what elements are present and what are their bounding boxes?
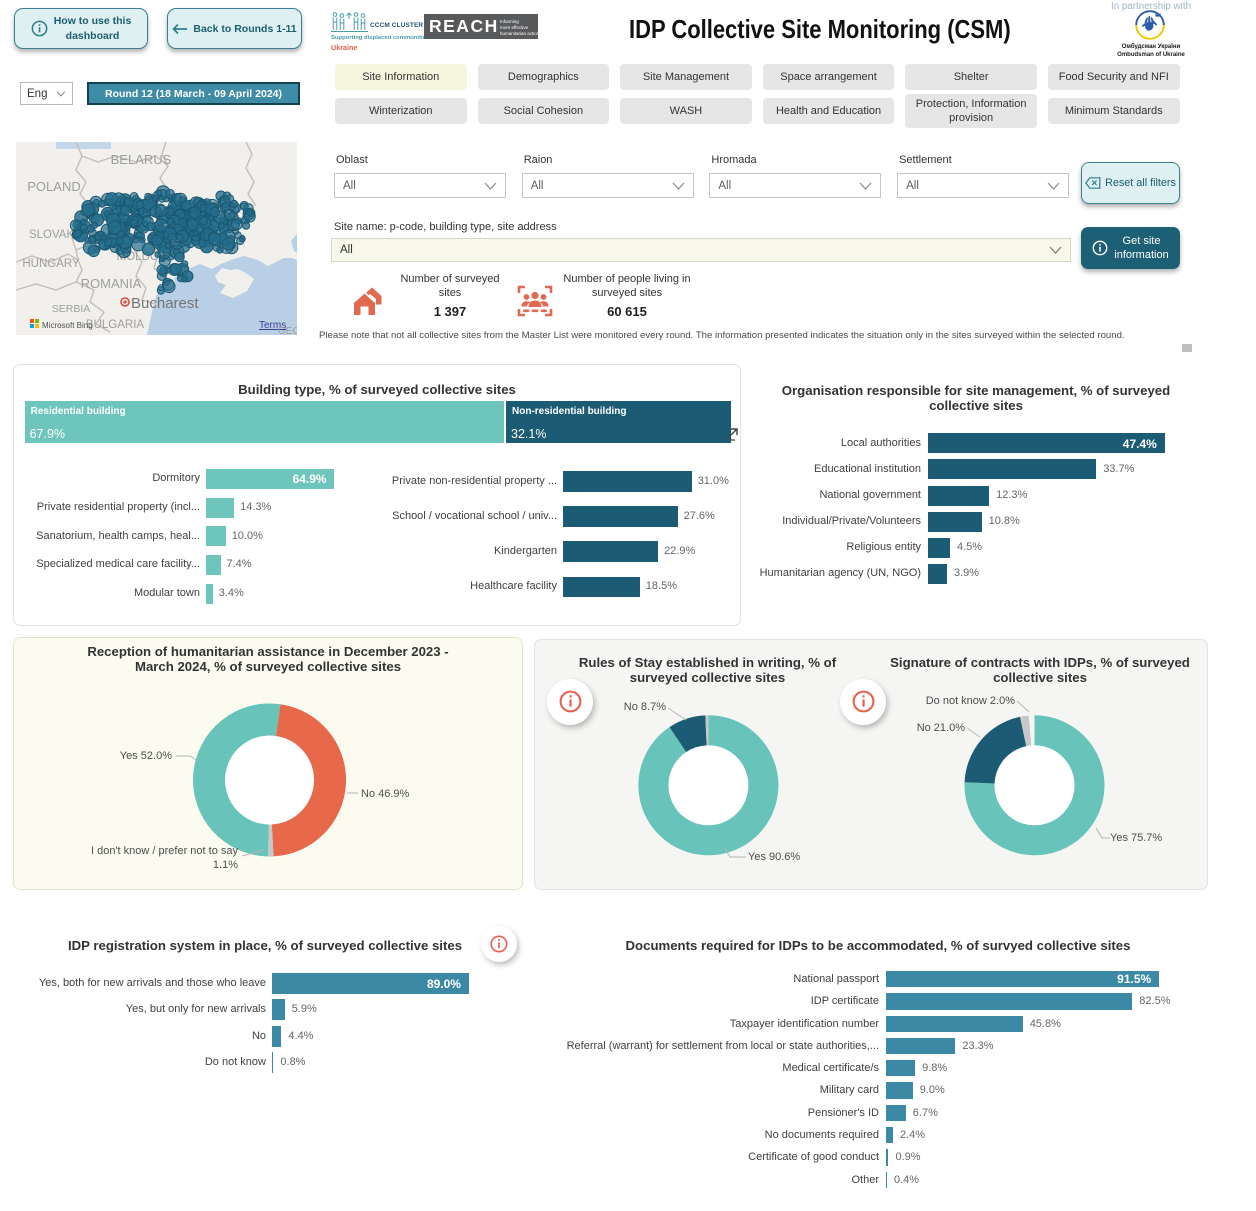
svg-text:Bucharest: Bucharest <box>131 295 199 312</box>
svg-text:GEO: GEO <box>278 326 297 335</box>
svg-text:Microsoft Bing: Microsoft Bing <box>42 321 93 330</box>
svg-text:BULGARIA: BULGARIA <box>86 319 144 331</box>
svg-text:HUNGARY: HUNGARY <box>22 258 80 270</box>
svg-text:SLOVAKIA: SLOVAKIA <box>29 229 85 241</box>
svg-text:POLAND: POLAND <box>27 179 80 194</box>
svg-text:SERBIA: SERBIA <box>52 303 91 315</box>
svg-text:Terms: Terms <box>259 320 286 331</box>
svg-text:ROMANIA: ROMANIA <box>81 276 142 291</box>
svg-text:BELARUS: BELARUS <box>111 152 172 167</box>
